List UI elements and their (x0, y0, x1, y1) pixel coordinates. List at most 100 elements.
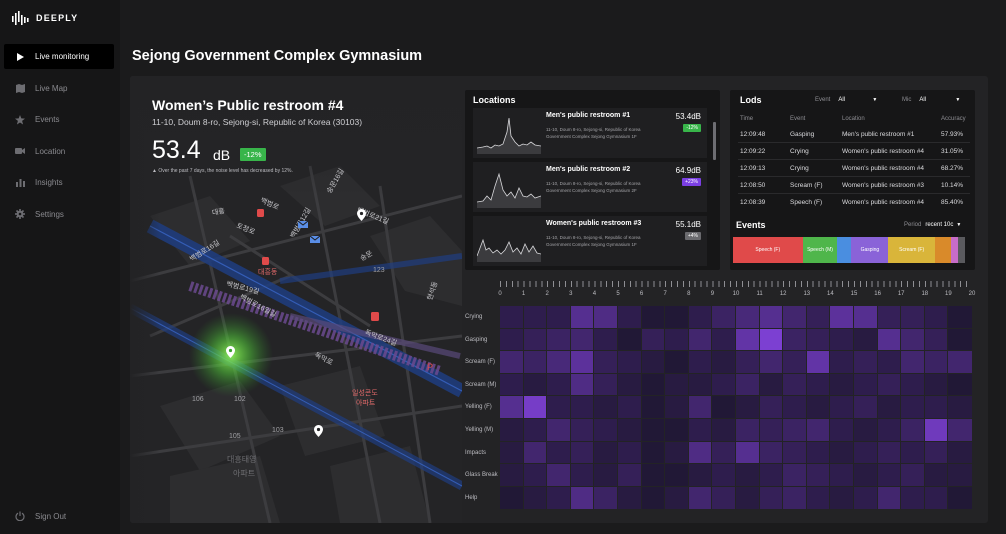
heatmap-cell[interactable] (711, 440, 737, 466)
heatmap-cell[interactable] (664, 418, 690, 443)
heatmap-cell[interactable] (805, 418, 832, 443)
heatmap-cell[interactable] (569, 485, 596, 511)
heatmap-cell[interactable] (829, 440, 855, 466)
events-segment[interactable]: Gasping (851, 237, 889, 263)
heatmap-cell[interactable] (829, 327, 855, 353)
heatmap-cell[interactable] (593, 485, 619, 511)
heatmap-cell[interactable] (947, 327, 973, 353)
heatmap-cell[interactable] (853, 395, 879, 420)
heatmap-cell[interactable] (569, 305, 596, 330)
heatmap-cell[interactable] (782, 463, 808, 488)
heatmap-cell[interactable] (640, 440, 667, 466)
heatmap-cell[interactable] (546, 463, 572, 488)
heatmap-cell[interactable] (593, 440, 619, 466)
log-row[interactable]: 12:08:50 Scream (F) Women's public restr… (738, 177, 970, 194)
heatmap-cell[interactable] (876, 463, 903, 488)
heatmap-cell[interactable] (782, 372, 808, 398)
heatmap-cell[interactable] (758, 395, 785, 420)
heatmap-cell[interactable] (782, 305, 808, 330)
heatmap-cell[interactable] (853, 440, 879, 466)
heatmap-cell[interactable] (853, 350, 879, 375)
heatmap-cell[interactable] (569, 372, 596, 398)
heatmap-cell[interactable] (829, 395, 855, 420)
heatmap-cell[interactable] (546, 485, 572, 511)
heatmap-cell[interactable] (664, 327, 690, 353)
heatmap-cell[interactable] (758, 305, 785, 330)
heatmap-cell[interactable] (617, 395, 643, 420)
live-map[interactable]: 대흥 대흥동 백범로16길 백범로19길 백범로12길 백범로16일길 백범로 … (130, 76, 462, 523)
heatmap-cell[interactable] (900, 463, 926, 488)
heatmap-cell[interactable] (900, 305, 926, 330)
heatmap-cell[interactable] (687, 372, 714, 398)
location-card[interactable]: Men's public restroom #2 11-10, Doum 8-r… (473, 162, 707, 212)
sidebar-item-live-map[interactable]: Live Map (4, 76, 114, 101)
events-segment[interactable] (934, 237, 952, 263)
heatmap-cell[interactable] (735, 463, 761, 488)
heatmap-cell[interactable] (735, 440, 761, 466)
heatmap-cell[interactable] (593, 463, 619, 488)
heatmap-cell[interactable] (923, 350, 950, 375)
heatmap-cell[interactable] (805, 485, 832, 511)
heatmap-cell[interactable] (617, 440, 643, 466)
heatmap-cell[interactable] (499, 350, 525, 375)
heatmap-cell[interactable] (829, 418, 855, 443)
heatmap-cell[interactable] (711, 372, 737, 398)
heatmap-cell[interactable] (805, 372, 832, 398)
heatmap-cell[interactable] (805, 463, 832, 488)
heatmap-cell[interactable] (593, 327, 619, 353)
heatmap-cell[interactable] (805, 440, 832, 466)
heatmap-cell[interactable] (923, 395, 950, 420)
heatmap-cell[interactable] (947, 372, 973, 398)
heatmap-cell[interactable] (499, 418, 525, 443)
log-row[interactable]: 12:09:48 Gasping Men's public restroom #… (738, 126, 970, 143)
sidebar-item-events[interactable]: Events (4, 107, 114, 132)
locations-scrollbar[interactable] (713, 122, 716, 160)
heatmap-cell[interactable] (947, 305, 973, 330)
heatmap-cell[interactable] (735, 327, 761, 353)
heatmap-cell[interactable] (569, 327, 596, 353)
heatmap-cell[interactable] (876, 485, 903, 511)
heatmap-cell[interactable] (522, 327, 549, 353)
heatmap-cell[interactable] (900, 395, 926, 420)
heatmap-cell[interactable] (522, 463, 549, 488)
heatmap-cell[interactable] (687, 350, 714, 375)
heatmap-cell[interactable] (687, 305, 714, 330)
heatmap-cell[interactable] (499, 372, 525, 398)
log-row[interactable]: 12:08:39 Speech (F) Women's public restr… (738, 194, 970, 211)
heatmap-cell[interactable] (947, 485, 973, 511)
logo[interactable]: DEEPLY (12, 11, 78, 25)
heatmap-cell[interactable] (735, 305, 761, 330)
events-segment[interactable]: Speech (M) (802, 237, 838, 263)
heatmap-cell[interactable] (923, 485, 950, 511)
heatmap-cell[interactable] (923, 440, 950, 466)
heatmap-cell[interactable] (947, 463, 973, 488)
sign-out-button[interactable]: Sign Out (15, 511, 66, 521)
heatmap-cell[interactable] (711, 305, 737, 330)
heatmap-cell[interactable] (617, 372, 643, 398)
events-segment[interactable] (958, 237, 965, 263)
heatmap-cell[interactable] (829, 350, 855, 375)
heatmap-cell[interactable] (499, 485, 525, 511)
heatmap-cell[interactable] (782, 418, 808, 443)
heatmap-cell[interactable] (805, 305, 832, 330)
heatmap-cell[interactable] (499, 463, 525, 488)
heatmap-cell[interactable] (758, 327, 785, 353)
heatmap-cell[interactable] (876, 327, 903, 353)
heatmap-cell[interactable] (593, 372, 619, 398)
heatmap-cell[interactable] (664, 440, 690, 466)
heatmap-cell[interactable] (758, 463, 785, 488)
events-segment[interactable] (951, 237, 959, 263)
heatmap-cell[interactable] (640, 418, 667, 443)
heatmap-cell[interactable] (876, 372, 903, 398)
mic-filter[interactable]: Mic All ▼ (902, 97, 960, 103)
heatmap-cell[interactable] (499, 440, 525, 466)
heatmap-cell[interactable] (758, 372, 785, 398)
heatmap-cell[interactable] (546, 418, 572, 443)
heatmap-cell[interactable] (876, 395, 903, 420)
heatmap-cell[interactable] (617, 327, 643, 353)
heatmap-cell[interactable] (923, 418, 950, 443)
heatmap-cell[interactable] (853, 372, 879, 398)
heatmap-cell[interactable] (522, 485, 549, 511)
selected-location-pin-icon[interactable] (226, 346, 235, 358)
heatmap-cell[interactable] (640, 350, 667, 375)
